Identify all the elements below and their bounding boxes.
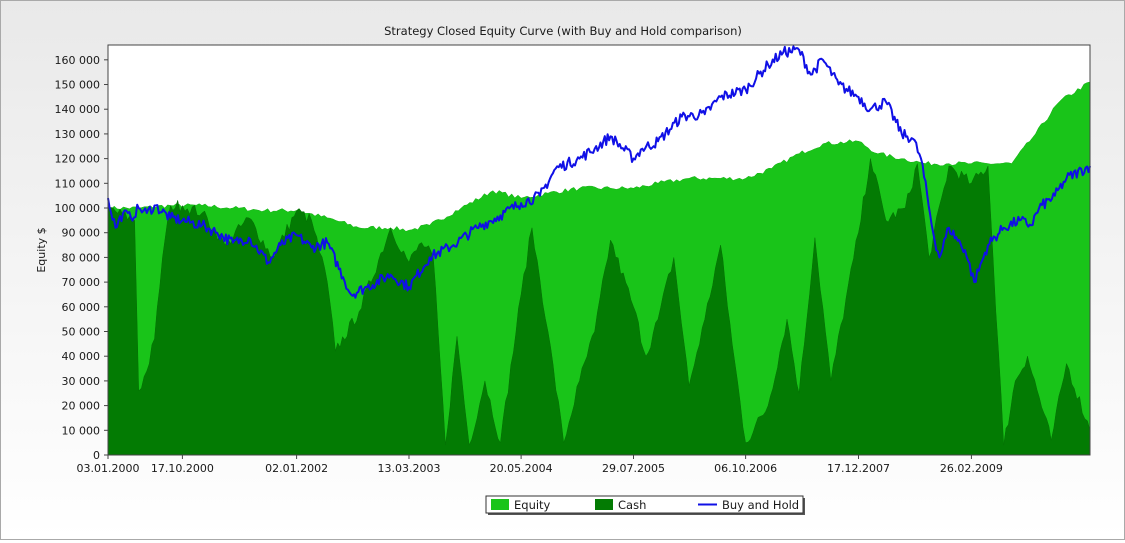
y-tick-label: 60 000	[62, 301, 101, 314]
legend-box	[485, 495, 804, 514]
x-tick-label: 06.10.2006	[714, 462, 777, 475]
x-tick-label: 26.02.2009	[940, 462, 1003, 475]
y-tick-label: 100 000	[55, 202, 101, 215]
y-tick-label: 0	[93, 449, 100, 462]
legend-label-equity: Equity	[514, 498, 551, 512]
y-axis: 0 10 000 20 000 30 000 40 000 50 000 60 000 70 …	[55, 54, 108, 462]
x-tick-label: 02.01.2002	[265, 462, 328, 475]
y-tick-label: 80 000	[62, 251, 101, 264]
y-axis-label: Equity $	[35, 227, 48, 272]
x-axis: 03.01.2000 17.10.2000 02.01.2002 13.03.2003…	[77, 455, 1003, 475]
x-tick-label: 17.10.2000	[151, 462, 214, 475]
x-tick-label: 29.07.2005	[602, 462, 665, 475]
y-tick-label: 90 000	[62, 227, 101, 240]
legend: Equity Cash Buy and Hold	[485, 495, 805, 515]
x-tick-label: 20.05.2004	[490, 462, 553, 475]
chart-title: Strategy Closed Equity Curve (with Buy a…	[384, 24, 742, 38]
y-tick-label: 130 000	[55, 128, 101, 141]
legend-swatch-equity	[491, 499, 509, 510]
legend-label-cash: Cash	[618, 498, 646, 512]
x-tick-label: 03.01.2000	[77, 462, 140, 475]
y-tick-label: 120 000	[55, 153, 101, 166]
y-tick-label: 160 000	[55, 54, 101, 67]
x-tick-label: 17.12.2007	[827, 462, 890, 475]
x-tick-label: 13.03.2003	[377, 462, 440, 475]
y-tick-label: 70 000	[62, 276, 101, 289]
y-tick-label: 110 000	[55, 177, 101, 190]
y-tick-label: 150 000	[55, 79, 101, 92]
cash-area	[107, 158, 1091, 456]
plot-area	[107, 44, 1091, 456]
y-tick-label: 50 000	[62, 326, 101, 339]
y-tick-label: 140 000	[55, 103, 101, 116]
plot-border	[107, 44, 1091, 456]
buy-and-hold-line	[107, 45, 1091, 299]
y-tick-label: 20 000	[62, 400, 101, 413]
y-tick-label: 10 000	[62, 424, 101, 437]
y-tick-label: 30 000	[62, 375, 101, 388]
legend-label-buy-and-hold: Buy and Hold	[722, 498, 799, 512]
y-tick-label: 40 000	[62, 350, 101, 363]
legend-swatch-cash	[595, 499, 613, 510]
